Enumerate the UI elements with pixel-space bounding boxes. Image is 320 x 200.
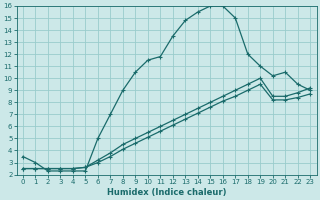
X-axis label: Humidex (Indice chaleur): Humidex (Indice chaleur) — [107, 188, 226, 197]
